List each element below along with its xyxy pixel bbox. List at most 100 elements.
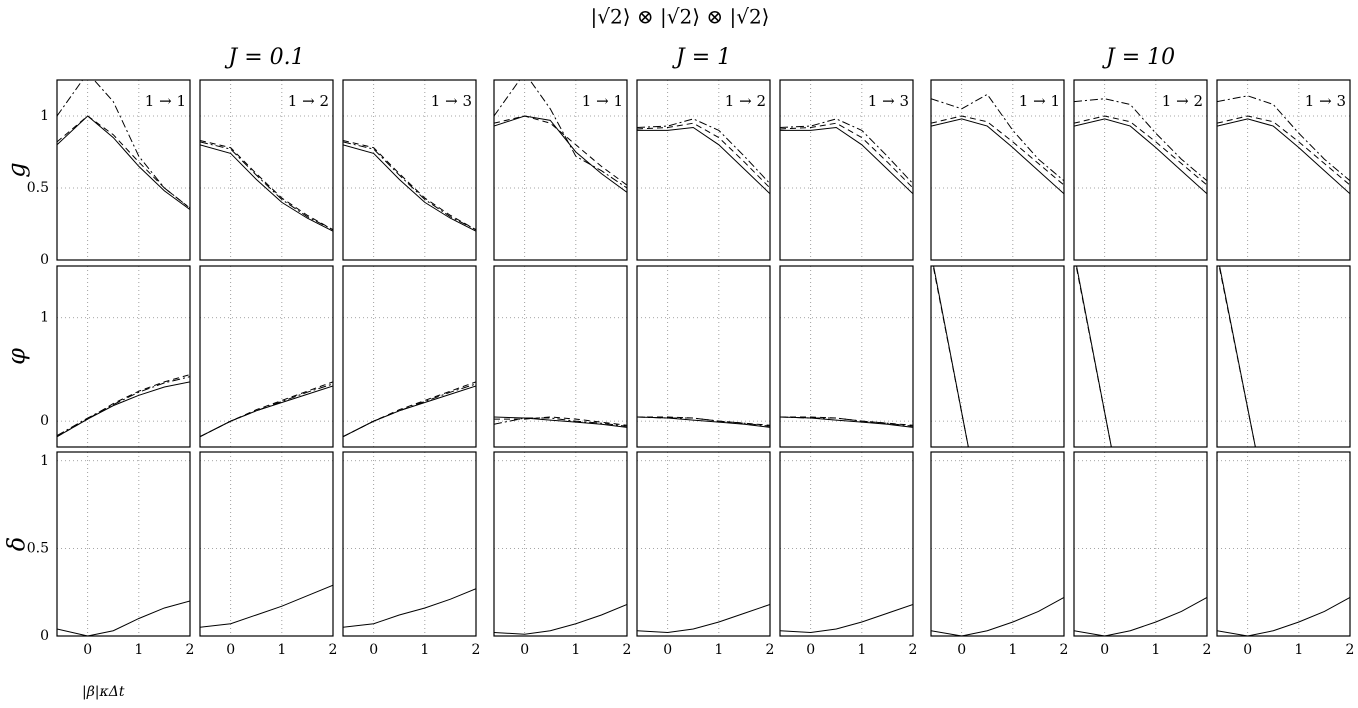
panel [199, 451, 334, 637]
panel-frame [779, 451, 914, 637]
x-tick-label: 1 [277, 642, 286, 658]
group-title: J = 10 [1102, 45, 1175, 70]
line-series [200, 383, 333, 438]
x-tick-label: 0 [806, 642, 815, 658]
line-series [637, 416, 770, 426]
line-series [637, 127, 770, 195]
line-series [780, 122, 913, 189]
x-tick-label: 2 [472, 642, 481, 658]
line-series [343, 588, 476, 628]
panel-frame [56, 451, 191, 637]
x-tick-label: 0 [226, 642, 235, 658]
line-series [57, 115, 190, 209]
panel: 1 → 1 [493, 79, 628, 261]
x-tick-label: 2 [1346, 642, 1355, 658]
panel-frame [342, 265, 477, 448]
line-series [343, 383, 476, 438]
panel [342, 451, 477, 637]
panel-frame [493, 79, 628, 261]
line-series [200, 584, 333, 628]
panel [199, 265, 334, 448]
line-series [200, 381, 333, 438]
panel: 1 → 3 [779, 79, 914, 261]
panel-label: 1 → 1 [582, 92, 623, 110]
line-series [931, 115, 1064, 186]
panel: 1 → 3 [342, 79, 477, 261]
line-series [637, 416, 770, 427]
line-series [637, 122, 770, 189]
line-series [780, 118, 913, 185]
panel [56, 451, 191, 637]
panel-label: 1 → 3 [1305, 92, 1346, 110]
panel-frame [342, 451, 477, 637]
panel [636, 265, 771, 448]
line-series [343, 139, 476, 231]
x-tick-label: 1 [134, 642, 143, 658]
line-series [1074, 118, 1207, 195]
group-title: J = 1 [672, 45, 731, 70]
y-tick-label: 0.5 [27, 180, 49, 196]
panel [342, 265, 477, 448]
x-tick-label: 0 [369, 642, 378, 658]
panel-label: 1 → 1 [1019, 92, 1060, 110]
panel [779, 451, 914, 637]
x-tick-label: 0 [1243, 642, 1252, 658]
x-tick-label: 1 [857, 642, 866, 658]
x-tick-label: 1 [571, 642, 580, 658]
line-series [494, 416, 627, 428]
panel [1216, 265, 1351, 448]
x-tick-label: 2 [329, 642, 338, 658]
line-series [780, 127, 913, 195]
y-tick-label: 0 [40, 628, 49, 644]
panel [779, 265, 914, 448]
panel-frame [930, 79, 1065, 261]
panel [493, 451, 628, 637]
y-tick-label: 1 [40, 310, 49, 326]
y-tick-label: 0.5 [27, 540, 49, 556]
panel-frame [1216, 265, 1351, 448]
line-series [343, 141, 476, 231]
panel-frame [199, 451, 334, 637]
line-series [931, 118, 1064, 195]
panel-frame [636, 451, 771, 637]
panel [1073, 265, 1208, 448]
x-tick-label: 0 [957, 642, 966, 658]
row-label: δ [3, 537, 31, 551]
line-series [1217, 118, 1350, 195]
line-series [637, 416, 770, 428]
panel-frame [493, 451, 628, 637]
panel [493, 265, 628, 448]
line-series [780, 416, 913, 428]
panel-frame [56, 79, 191, 261]
panel-frame [199, 79, 334, 261]
panel: 1 → 2 [199, 79, 334, 261]
line-series [57, 381, 190, 438]
row-label: φ [3, 348, 31, 365]
line-series [494, 416, 627, 426]
line-series [1219, 267, 1256, 447]
panel [636, 451, 771, 637]
line-series [637, 603, 770, 633]
line-series [494, 80, 627, 189]
panel-label: 1 → 2 [725, 92, 766, 110]
x-tick-label: 2 [1060, 642, 1069, 658]
line-series [57, 600, 190, 636]
panel-frame [56, 265, 191, 448]
panel: 1 → 1 [930, 79, 1065, 261]
line-series [780, 416, 913, 427]
panel-frame [930, 451, 1065, 637]
line-series [200, 385, 333, 438]
line-series [1074, 98, 1207, 182]
x-tick-label: 2 [909, 642, 918, 658]
figure-title: |√2⟩ ⊗ |√2⟩ ⊗ |√2⟩ [591, 5, 770, 30]
line-series [200, 141, 333, 231]
panel [56, 265, 191, 448]
line-series [494, 417, 627, 427]
line-series [494, 603, 627, 635]
y-tick-label: 1 [40, 108, 49, 124]
panel-frame [1073, 265, 1208, 448]
panel: 1 → 3 [1216, 79, 1351, 261]
panel [930, 451, 1065, 637]
panel [930, 265, 1065, 448]
